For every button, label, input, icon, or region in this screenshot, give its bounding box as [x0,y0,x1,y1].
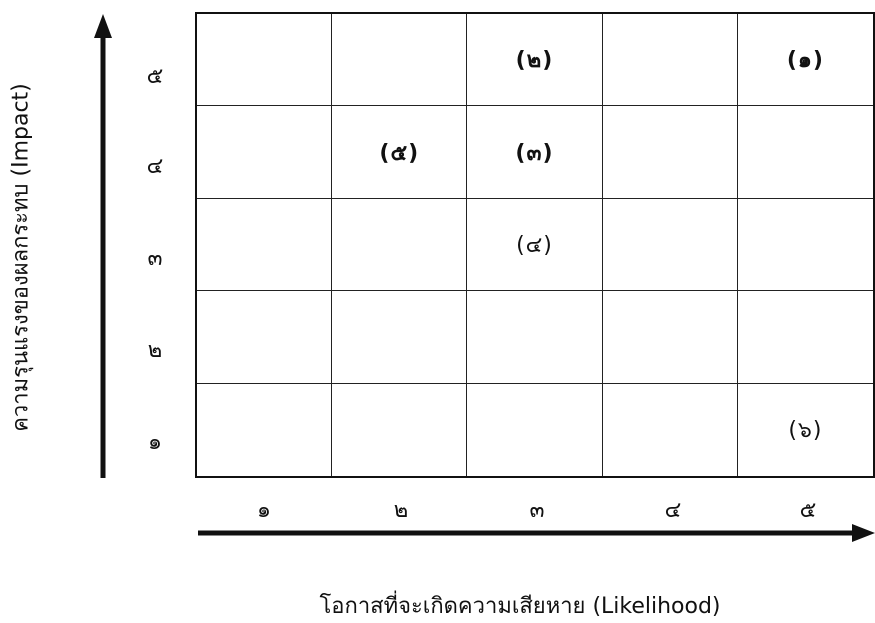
matrix-cell-l2-i1 [332,383,468,476]
matrix-cell-l4-i5 [602,14,738,107]
y-tick-1: ๑ [148,430,162,455]
y-tick-3: ๓ [147,246,163,271]
matrix-cell-l2-i5 [332,14,468,107]
x-tick-3: ๓ [529,498,545,523]
matrix-cell-l5-i2 [737,291,873,384]
risk-marker: (๖) [788,418,823,444]
matrix-cell-l5-i5: (๑) [737,14,873,107]
matrix-cell-l4-i3 [602,198,738,292]
risk-marker: (๔) [516,232,553,258]
x-tick-5: ๕ [799,498,817,523]
risk-marker: (๒) [515,48,554,74]
matrix-cell-l1-i1 [197,383,333,476]
matrix-cell-l4-i2 [602,291,738,384]
x-tick-4: ๔ [664,498,682,523]
matrix-cell-l3-i5: (๒) [467,14,603,107]
matrix-cell-l1-i4 [197,106,333,199]
matrix-cell-l4-i1 [603,383,738,476]
risk-matrix-grid: (๒) (๑) (๕) (๓) (๔) (๖) [195,12,875,478]
matrix-cell-l2-i2 [332,291,468,384]
y-tick-2: ๒ [147,338,163,363]
matrix-cell-l3-i1 [467,383,603,476]
y-axis-arrow [94,14,112,478]
matrix-cell-l4-i4 [602,106,738,199]
y-axis-title: ความรุนแรงของผลกระทบ (Impact) [8,83,34,432]
matrix-cell-l1-i3 [197,198,333,292]
y-tick-5: ๕ [146,64,164,89]
x-axis-title: โอกาสที่จะเกิดความเสียหาย (Likelihood) [319,594,721,619]
matrix-cell-l3-i4: (๓) [467,106,603,199]
matrix-cell-l2-i4: (๕) [332,106,468,199]
matrix-cell-l5-i4 [737,106,873,199]
risk-marker: (๕) [379,140,420,166]
risk-marker: (๑) [786,48,824,74]
y-tick-4: ๔ [146,154,164,179]
x-tick-1: ๑ [257,498,271,523]
matrix-cell-l1-i2 [197,291,333,384]
x-tick-2: ๒ [393,498,409,523]
matrix-cell-l5-i3 [737,199,873,292]
matrix-cell-l1-i5 [197,14,333,107]
matrix-cell-l3-i2 [467,291,603,384]
x-axis-arrow [198,524,875,542]
matrix-cell-l3-i3: (๔) [467,198,603,292]
matrix-cell-l2-i3 [332,198,468,292]
risk-marker: (๓) [515,140,554,166]
matrix-cell-l5-i1: (๖) [738,384,873,476]
